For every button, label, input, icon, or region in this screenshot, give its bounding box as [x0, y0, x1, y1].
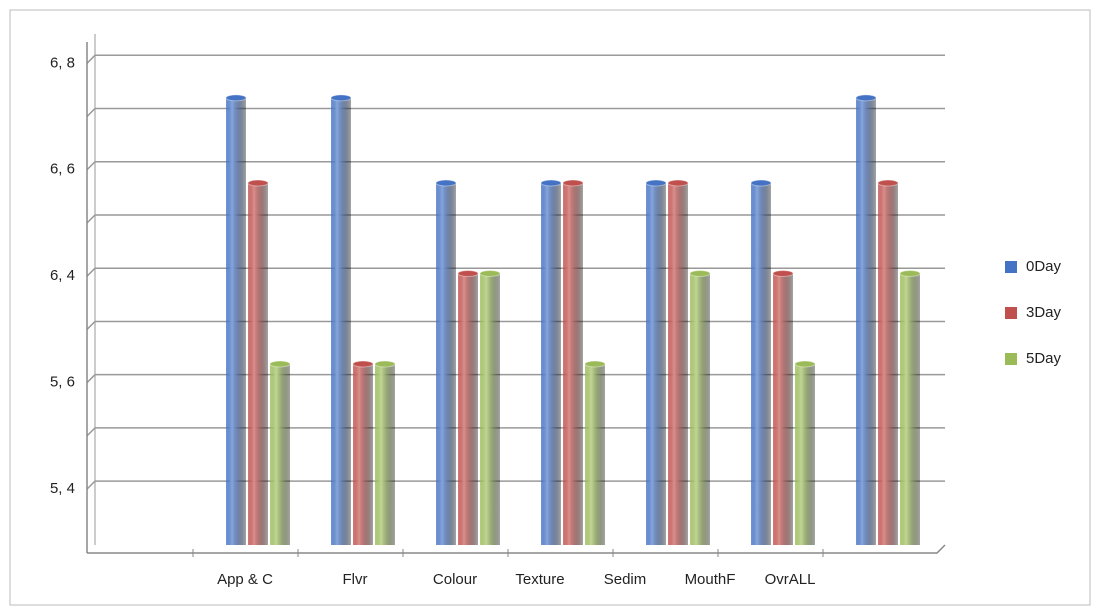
bar [352, 360, 374, 545]
bar [584, 360, 606, 545]
bar-shine [563, 183, 583, 545]
bar-cap [330, 94, 352, 102]
bar [562, 179, 584, 545]
bar-shine [751, 183, 771, 545]
bar-shine [375, 364, 395, 545]
bar-shine [856, 97, 876, 545]
bar [899, 270, 921, 545]
bar [247, 179, 269, 545]
y-tick-label: 5, 4 [50, 480, 75, 497]
legend-swatch [1005, 307, 1017, 319]
bar-cap [435, 179, 457, 187]
bar-shine [900, 273, 920, 545]
bar-cap [269, 360, 291, 368]
grid-line [86, 107, 945, 118]
bar-shine [878, 183, 898, 545]
x-tick-label: MouthF [685, 571, 736, 588]
bar [330, 94, 352, 545]
bar-cap [584, 360, 606, 368]
y-tick-label: 5, 6 [50, 374, 75, 391]
floor [87, 544, 946, 554]
bar-shine [795, 364, 815, 545]
x-tick-label: Sedim [604, 571, 647, 588]
grid-line [86, 267, 945, 277]
bar-cap [225, 94, 247, 102]
bar-shine [270, 364, 290, 545]
y-tick-label: 6, 4 [50, 267, 75, 284]
bar-cap [750, 179, 772, 187]
bar [269, 360, 291, 545]
bar-cap [540, 179, 562, 187]
grid-line [86, 427, 945, 437]
bar-shine [646, 183, 666, 545]
bar-shine [353, 364, 373, 545]
bar [225, 94, 247, 545]
bar-cap [247, 179, 269, 187]
bar [540, 179, 562, 545]
y-tick-label: 6, 6 [50, 161, 75, 178]
frame [9, 9, 1091, 606]
grid-line [86, 480, 945, 490]
bar-shine [248, 183, 268, 545]
legend-swatch [1005, 261, 1017, 273]
bar [855, 94, 877, 545]
legend-label: 0Day [1026, 258, 1062, 275]
bar-shine [436, 183, 456, 545]
bar [645, 179, 667, 545]
bar-cap [562, 179, 584, 187]
bar [435, 179, 457, 545]
bar-shine [480, 273, 500, 545]
bar [772, 270, 794, 545]
bar-shine [226, 97, 246, 545]
grid-line [86, 373, 945, 384]
bar-shine [690, 273, 710, 545]
bar-cap [457, 270, 479, 278]
grid-line [86, 161, 945, 171]
grid-line [86, 214, 945, 224]
x-tick-label: Flvr [343, 571, 368, 588]
bar-shine [668, 183, 688, 545]
bar-cap [645, 179, 667, 187]
bar-shine [541, 183, 561, 545]
bar [794, 360, 816, 545]
bar [479, 270, 501, 545]
bar-cap [374, 360, 396, 368]
y-tick-label: 6, 8 [50, 54, 75, 71]
bar-cap [899, 270, 921, 278]
bar [667, 179, 689, 545]
bar-cap [877, 179, 899, 187]
bar [877, 179, 899, 545]
bar-cap [855, 94, 877, 102]
bar [750, 179, 772, 545]
bar-shine [585, 364, 605, 545]
bar-shine [458, 273, 478, 545]
bar-cap [667, 179, 689, 187]
grid-line [86, 320, 945, 330]
x-tick-label: Texture [515, 571, 564, 588]
x-tick-label: OvrALL [765, 571, 816, 588]
legend-label: 5Day [1026, 350, 1062, 367]
x-tick-label: Colour [433, 571, 477, 588]
bar [457, 270, 479, 545]
grid-line [86, 54, 945, 64]
bar-cap [352, 360, 374, 368]
bar-cap [772, 270, 794, 278]
legend-label: 3Day [1026, 304, 1062, 321]
bar-cap [794, 360, 816, 368]
legend-swatch [1005, 353, 1017, 365]
bar-cap [689, 270, 711, 278]
bar [689, 270, 711, 545]
bar-shine [331, 97, 351, 545]
bar [374, 360, 396, 545]
bar-shine [773, 273, 793, 545]
bar-cap [479, 270, 501, 278]
x-tick-label: App & C [217, 571, 273, 588]
